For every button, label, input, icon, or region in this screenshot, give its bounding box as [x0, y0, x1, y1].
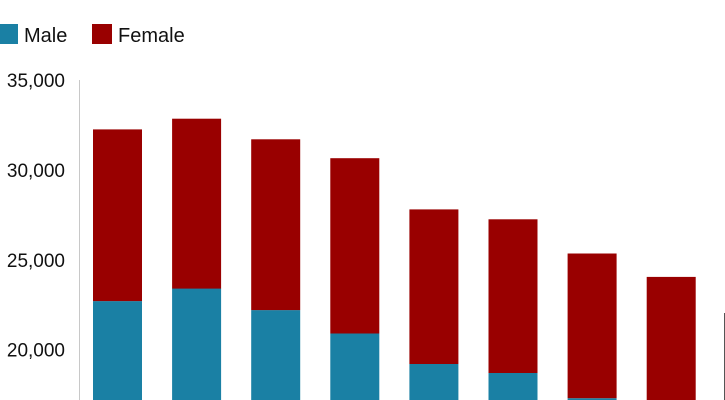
y-tick-label: 20,000	[7, 341, 65, 362]
bar-male-2	[172, 288, 222, 400]
legend-label-female: Female	[118, 25, 185, 47]
bars	[93, 118, 725, 400]
y-tick-label: 30,000	[7, 161, 65, 182]
bar-male-4	[330, 333, 380, 400]
bar-female-1	[93, 129, 142, 302]
legend-swatch-female	[92, 24, 112, 44]
bar-female-7	[567, 253, 617, 399]
bar-male-1	[93, 301, 142, 400]
bar-female-2	[172, 118, 222, 289]
bar-female-4	[330, 158, 380, 334]
bar-female-6	[488, 219, 538, 373]
bar-male-3	[251, 310, 301, 400]
bar-male-6	[488, 373, 538, 400]
y-tick-label: 25,000	[7, 251, 65, 272]
y-axis: 20,000 25,000 30,000 35,000	[7, 71, 80, 400]
bar-female-5	[409, 209, 459, 364]
y-tick-label: 35,000	[7, 71, 65, 92]
bar-male-5	[409, 364, 459, 400]
bar-female-3	[251, 139, 301, 311]
legend: Male Female	[0, 24, 185, 47]
bar-female-8	[646, 276, 696, 400]
bar-male-7	[567, 398, 617, 400]
legend-label-male: Male	[24, 25, 67, 47]
legend-swatch-male	[0, 24, 18, 44]
